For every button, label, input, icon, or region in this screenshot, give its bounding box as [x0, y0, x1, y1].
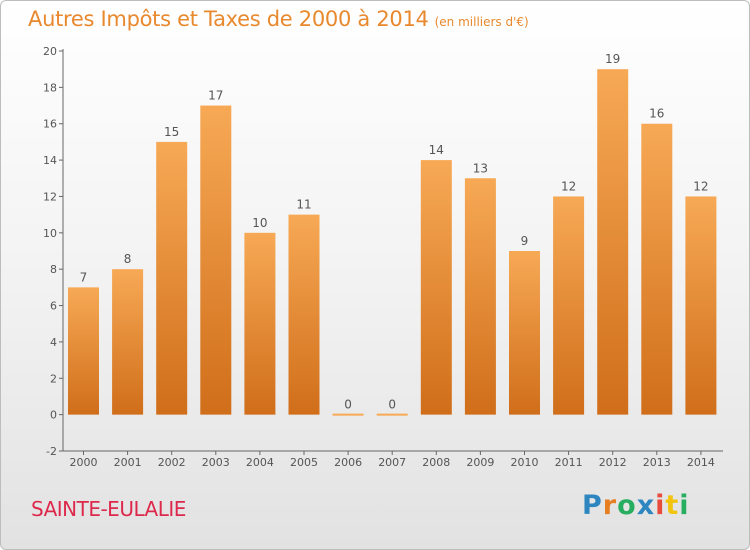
proxiti-logo: Proxiti: [582, 490, 690, 521]
data-label: 11: [296, 198, 311, 212]
chart-title-text: Autres Impôts et Taxes de 2000 à 2014: [28, 7, 429, 31]
bar: [509, 251, 540, 415]
x-tick-label: 2013: [643, 456, 671, 469]
y-tick-label: 2: [50, 372, 57, 385]
y-tick-label: 6: [50, 300, 57, 313]
bar: [685, 196, 717, 415]
bar: [332, 413, 364, 416]
x-tick-label: 2000: [70, 456, 98, 469]
x-tick-label: 2003: [202, 456, 230, 469]
data-label: 7: [80, 270, 88, 284]
x-tick-label: 2008: [422, 456, 450, 469]
x-tick-label: 2005: [290, 456, 318, 469]
bar: [288, 214, 320, 415]
data-label: 15: [164, 125, 179, 139]
x-tick-label: 2010: [511, 456, 539, 469]
data-label: 12: [693, 179, 708, 193]
logo-letter: i: [679, 490, 690, 521]
logo-letter: i: [655, 490, 666, 521]
x-tick-label: 2002: [158, 456, 186, 469]
y-tick-label: 20: [43, 45, 57, 58]
x-tick-label: 2001: [114, 456, 142, 469]
bar: [376, 413, 408, 416]
data-label: 9: [521, 234, 529, 248]
logo-letter: x: [636, 490, 656, 521]
y-tick-label: -2: [46, 445, 57, 458]
logo-letter: o: [617, 490, 637, 521]
x-tick-label: 2012: [599, 456, 627, 469]
bar: [464, 178, 496, 415]
bar: [244, 232, 276, 415]
data-label: 19: [605, 52, 620, 66]
data-label: 14: [429, 143, 444, 157]
bar: [200, 105, 232, 415]
y-tick-label: 12: [43, 190, 57, 203]
bar: [597, 69, 629, 415]
y-tick-label: 0: [50, 409, 57, 422]
bar: [641, 123, 673, 415]
data-label: 17: [208, 89, 223, 103]
bar: [156, 141, 188, 415]
data-label: 10: [252, 216, 267, 230]
x-tick-label: 2007: [378, 456, 406, 469]
chart-title-unit: (en milliers d'€): [434, 15, 529, 29]
data-label: 0: [388, 398, 396, 412]
bar: [112, 269, 144, 415]
y-tick-label: 14: [43, 154, 57, 167]
commune-name: SAINTE-EULALIE: [31, 497, 186, 521]
logo-letter: t: [665, 490, 680, 521]
x-tick-label: 2004: [246, 456, 274, 469]
y-tick-label: 4: [50, 336, 57, 349]
data-label: 13: [473, 161, 488, 175]
data-label: 8: [124, 252, 132, 266]
x-tick-label: 2009: [466, 456, 494, 469]
data-label: 16: [649, 107, 664, 121]
y-tick-label: 8: [50, 263, 57, 276]
bar: [68, 287, 99, 415]
x-tick-label: 2014: [687, 456, 715, 469]
x-tick-label: 2006: [334, 456, 362, 469]
y-tick-label: 10: [43, 227, 57, 240]
bar: [553, 196, 585, 415]
y-tick-label: 16: [43, 118, 57, 131]
data-label: 12: [561, 179, 576, 193]
y-tick-label: 18: [43, 81, 57, 94]
bar: [420, 160, 452, 415]
chart-title: Autres Impôts et Taxes de 2000 à 2014 (en…: [28, 7, 529, 31]
data-label: 0: [344, 398, 352, 412]
logo-letter: r: [602, 490, 618, 521]
logo-letter: P: [582, 490, 603, 521]
x-tick-label: 2011: [555, 456, 583, 469]
